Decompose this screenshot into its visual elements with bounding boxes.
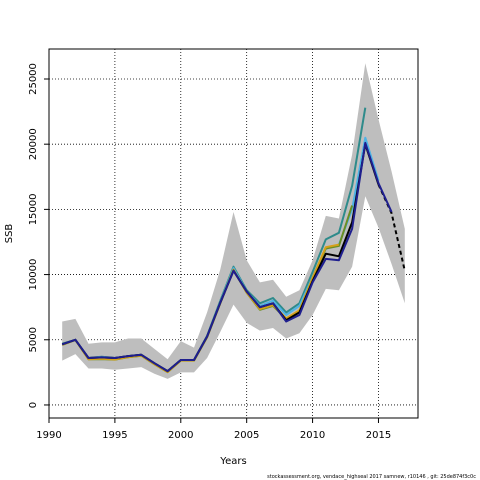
footer-note: stockassessment.org, vendace_highseal 20… — [267, 474, 476, 480]
y-tick-label: 20000 — [28, 128, 39, 160]
y-tick-label: 25000 — [28, 63, 39, 95]
x-tick-label: 2000 — [168, 430, 193, 441]
x-tick-label: 2005 — [234, 430, 259, 441]
series-lines-group — [61, 107, 406, 374]
x-axis-ticks: 1990 1995 2000 2005 2010 2015 — [36, 418, 391, 441]
x-tick-label: 1995 — [102, 430, 127, 441]
x-axis-title: Years — [219, 456, 246, 467]
y-tick-label: 10000 — [28, 259, 39, 291]
confidence-band — [62, 63, 405, 379]
y-tick-label: 15000 — [28, 193, 39, 225]
y-tick-label: 5000 — [28, 327, 39, 352]
plot-frame — [48, 48, 419, 419]
x-tick-label: 2010 — [300, 430, 325, 441]
x-tick-label: 2015 — [366, 430, 391, 441]
y-axis-ticks: 0 5000 10000 15000 20000 25000 — [28, 63, 49, 408]
confidence-band-group — [62, 63, 405, 379]
y-tick-label: 0 — [28, 402, 39, 408]
y-axis-title: SSB — [4, 224, 15, 244]
x-tick-label: 1990 — [36, 430, 61, 441]
series-line — [61, 141, 393, 373]
